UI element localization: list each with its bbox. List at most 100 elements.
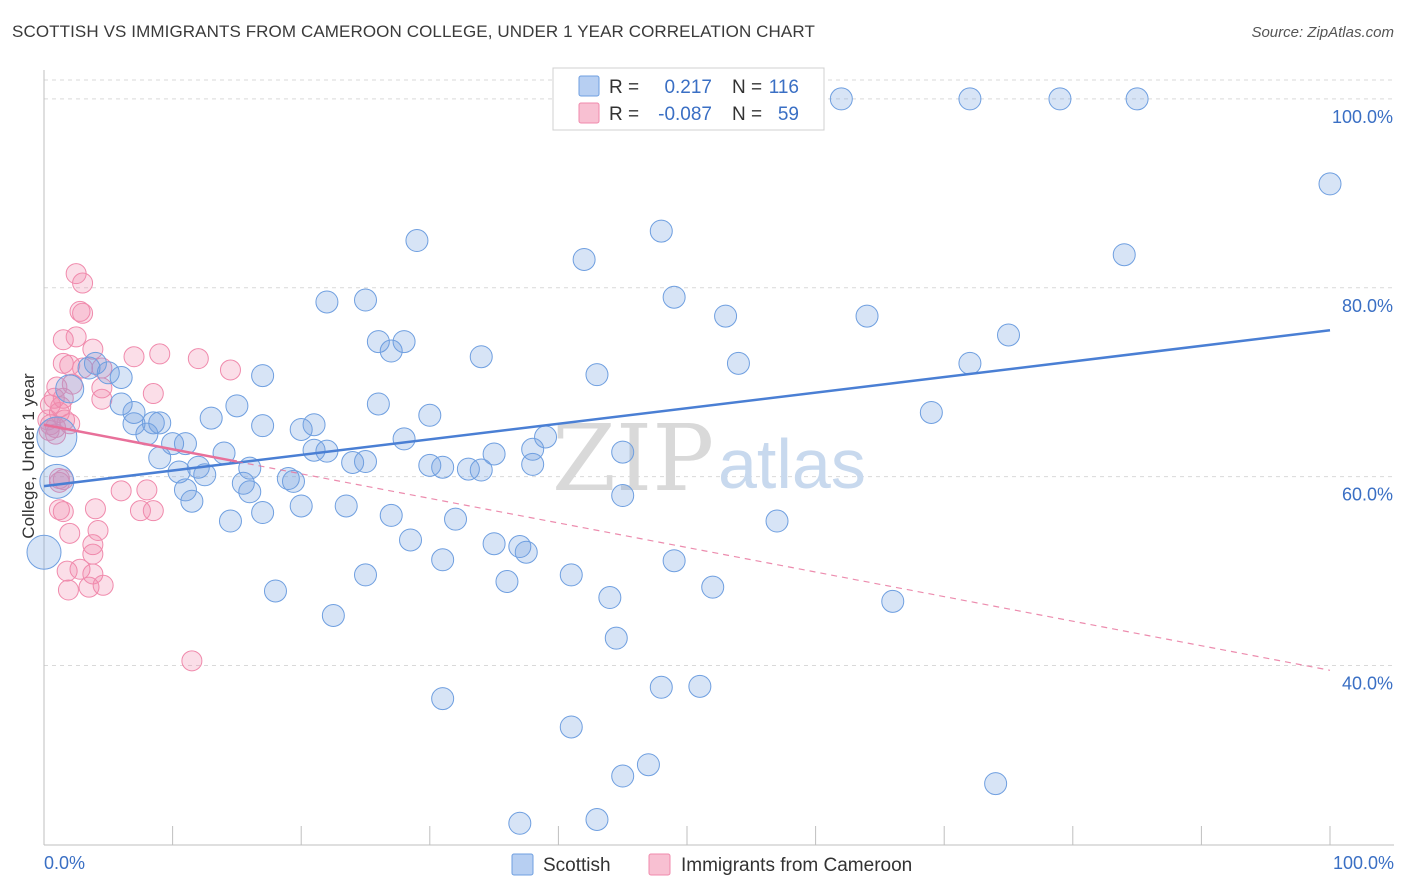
point-scottish — [379, 503, 403, 527]
point-scottish — [984, 772, 1008, 796]
point-scottish — [444, 507, 468, 531]
point-cameroon — [52, 387, 74, 409]
series-cameroon-points — [37, 263, 241, 672]
point-cameroon — [87, 520, 109, 541]
point-scottish — [701, 575, 725, 599]
point-scottish — [482, 442, 506, 466]
series-legend-swatch-cameroon — [648, 853, 671, 876]
point-scottish — [418, 403, 442, 427]
point-scottish — [881, 589, 905, 613]
series-scottish-points — [26, 87, 1342, 835]
point-scottish — [495, 570, 519, 593]
point-scottish — [55, 374, 85, 404]
point-scottish — [334, 494, 358, 518]
point-scottish — [26, 534, 62, 570]
point-scottish — [469, 345, 493, 369]
point-scottish — [559, 715, 583, 739]
point-scottish — [83, 351, 107, 375]
x-tick-label-0: 0.0% — [44, 853, 85, 873]
trend-line-scottish — [43, 329, 1331, 488]
y-tick-labels: 40.0% 60.0% 80.0% 100.0% — [1332, 107, 1393, 694]
point-scottish — [431, 455, 455, 479]
chart-title: SCOTTISH VS IMMIGRANTS FROM CAMEROON COL… — [12, 22, 815, 41]
point-scottish — [649, 675, 673, 699]
point-cameroon — [57, 579, 79, 601]
point-cameroon — [72, 272, 94, 294]
point-cameroon — [91, 388, 113, 410]
point-scottish — [431, 548, 455, 572]
y-tick-label-40: 40.0% — [1342, 674, 1393, 694]
series-legend-label-scottish: Scottish — [543, 855, 611, 876]
point-scottish — [958, 351, 982, 375]
point-scottish — [649, 219, 673, 243]
point-scottish — [302, 438, 326, 462]
point-scottish — [238, 480, 262, 504]
point-scottish — [765, 509, 789, 533]
legend-n-value-scottish: 116 — [769, 77, 799, 98]
point-scottish — [218, 509, 242, 533]
legend-r-value-scottish: 0.217 — [664, 77, 712, 98]
point-cameroon — [219, 359, 241, 381]
point-cameroon — [59, 522, 81, 544]
point-scottish — [662, 549, 686, 573]
point-scottish — [392, 330, 416, 354]
trend-lines — [43, 329, 1331, 671]
point-cameroon — [142, 500, 164, 522]
point-cameroon — [84, 498, 106, 520]
point-scottish — [173, 432, 197, 456]
point-scottish — [662, 285, 686, 309]
point-scottish — [405, 229, 429, 253]
point-cameroon — [65, 326, 87, 348]
x-tick-label-100: 100.0% — [1333, 853, 1394, 873]
point-scottish — [855, 304, 879, 328]
point-scottish — [77, 356, 101, 380]
point-scottish — [341, 451, 365, 474]
point-scottish — [379, 339, 403, 363]
point-scottish — [714, 304, 738, 328]
point-cameroon — [72, 302, 94, 324]
point-cameroon — [43, 387, 65, 409]
point-cameroon — [48, 499, 70, 521]
point-scottish — [148, 446, 172, 470]
legend-swatch-cameroon — [578, 102, 600, 124]
legend-n-label-1: N = — [732, 77, 762, 98]
point-cameroon — [149, 343, 171, 365]
point-scottish — [418, 453, 442, 477]
legend-n-value-cameroon: 59 — [778, 104, 799, 125]
point-scottish — [96, 361, 120, 385]
legend-n-label-2: N = — [732, 104, 762, 125]
point-scottish — [199, 406, 223, 430]
point-scottish — [572, 247, 596, 271]
point-scottish — [289, 417, 313, 441]
point-scottish — [508, 811, 532, 835]
point-scottish — [611, 764, 635, 788]
point-scottish — [354, 563, 377, 587]
point-scottish — [366, 392, 390, 416]
source-credit: Source: ZipAtlas.com — [1251, 24, 1394, 41]
point-scottish — [251, 501, 275, 525]
point-scottish — [997, 323, 1020, 347]
watermark-zip: ZIP — [552, 405, 714, 512]
point-scottish — [482, 532, 506, 556]
point-scottish — [1112, 243, 1136, 267]
point-scottish — [431, 687, 455, 711]
point-scottish — [604, 626, 628, 650]
point-cameroon — [52, 329, 74, 351]
point-scottish — [919, 400, 943, 424]
point-cameroon — [72, 357, 94, 379]
point-scottish — [36, 416, 78, 458]
series-legend-swatch-scottish — [511, 853, 534, 876]
point-scottish — [315, 290, 339, 314]
point-scottish — [598, 586, 622, 610]
legend-swatch-scottish — [578, 75, 600, 97]
point-scottish — [366, 330, 390, 354]
watermark-atlas: atlas — [718, 425, 866, 503]
point-scottish — [611, 440, 635, 464]
point-scottish — [1048, 87, 1072, 111]
point-scottish — [636, 753, 660, 777]
point-scottish — [958, 87, 982, 111]
point-cameroon — [52, 501, 74, 523]
point-cameroon — [129, 500, 151, 522]
point-cameroon — [187, 348, 209, 370]
legend-r-label-1: R = — [609, 77, 639, 98]
